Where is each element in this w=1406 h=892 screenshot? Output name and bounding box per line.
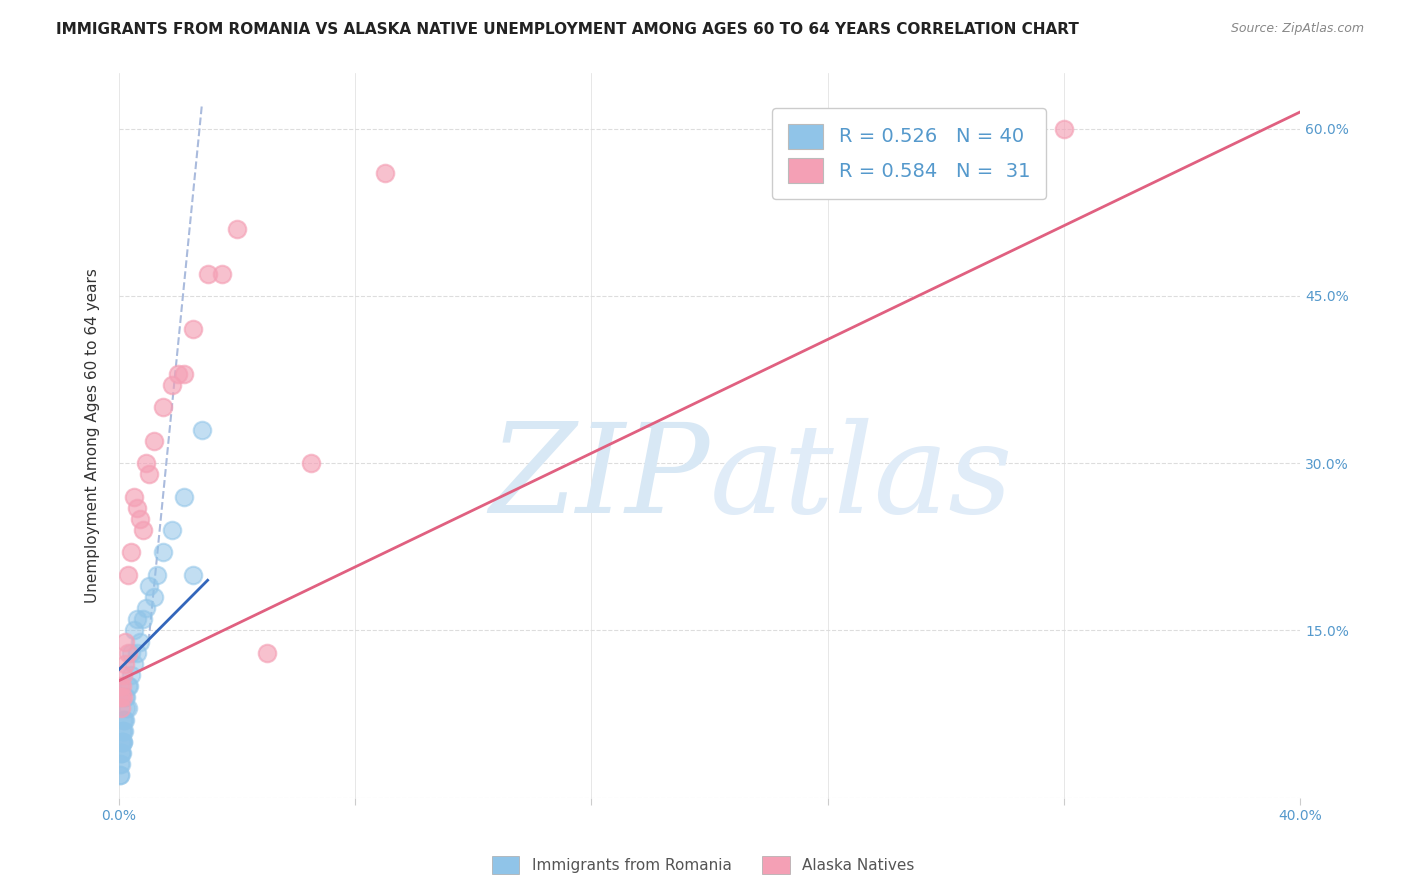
Point <box>110 768 132 782</box>
Point <box>181 322 204 336</box>
Point <box>135 456 157 470</box>
Point <box>108 757 131 772</box>
Point <box>146 567 169 582</box>
Point <box>120 668 142 682</box>
Point <box>110 690 132 705</box>
Point <box>122 624 145 638</box>
Point <box>112 735 135 749</box>
Point <box>112 723 135 738</box>
Point <box>131 612 153 626</box>
Point <box>167 367 190 381</box>
Point <box>197 267 219 281</box>
Point <box>190 423 212 437</box>
Legend: R = 0.526   N = 40, R = 0.584   N =  31: R = 0.526 N = 40, R = 0.584 N = 31 <box>772 108 1046 199</box>
Point <box>117 701 139 715</box>
Point <box>111 723 134 738</box>
Point <box>138 467 160 482</box>
Point <box>125 612 148 626</box>
Point <box>160 523 183 537</box>
Point <box>117 679 139 693</box>
Point <box>112 690 135 705</box>
Point <box>125 646 148 660</box>
Point <box>211 267 233 281</box>
Point <box>117 646 139 660</box>
Point <box>111 735 134 749</box>
Text: atlas: atlas <box>710 418 1012 540</box>
Point <box>118 679 141 693</box>
Point <box>143 590 166 604</box>
Point <box>138 579 160 593</box>
Point <box>256 646 278 660</box>
Point <box>173 490 195 504</box>
Point <box>374 166 396 180</box>
Point <box>120 646 142 660</box>
Point <box>122 657 145 671</box>
Point <box>128 512 150 526</box>
Point <box>160 378 183 392</box>
Point <box>111 735 134 749</box>
Point <box>112 713 135 727</box>
Point <box>181 567 204 582</box>
Point <box>122 490 145 504</box>
Point <box>128 634 150 648</box>
Point <box>114 701 136 715</box>
Point <box>226 222 249 236</box>
Point <box>110 735 132 749</box>
Point <box>114 713 136 727</box>
Text: ZIP: ZIP <box>489 418 710 540</box>
Point <box>131 523 153 537</box>
Point <box>135 601 157 615</box>
Point <box>111 723 134 738</box>
Point <box>173 367 195 381</box>
Point <box>120 545 142 559</box>
Point <box>110 746 132 760</box>
Text: IMMIGRANTS FROM ROMANIA VS ALASKA NATIVE UNEMPLOYMENT AMONG AGES 60 TO 64 YEARS : IMMIGRANTS FROM ROMANIA VS ALASKA NATIVE… <box>56 22 1080 37</box>
Point <box>1053 121 1076 136</box>
Point <box>143 434 166 448</box>
Point <box>117 567 139 582</box>
Point <box>152 545 174 559</box>
Point <box>114 634 136 648</box>
Point <box>111 679 134 693</box>
Point <box>125 500 148 515</box>
Point <box>110 757 132 772</box>
Text: Source: ZipAtlas.com: Source: ZipAtlas.com <box>1230 22 1364 36</box>
Point <box>114 657 136 671</box>
Point <box>110 701 132 715</box>
Point <box>299 456 322 470</box>
Point <box>108 679 131 693</box>
Point <box>108 768 131 782</box>
Point <box>111 668 134 682</box>
Y-axis label: Unemployment Among Ages 60 to 64 years: Unemployment Among Ages 60 to 64 years <box>86 268 100 603</box>
Legend: Immigrants from Romania, Alaska Natives: Immigrants from Romania, Alaska Natives <box>485 850 921 880</box>
Point <box>114 690 136 705</box>
Point <box>111 746 134 760</box>
Point <box>110 746 132 760</box>
Point <box>115 690 138 705</box>
Point <box>112 713 135 727</box>
Point <box>152 401 174 415</box>
Point <box>110 690 132 705</box>
